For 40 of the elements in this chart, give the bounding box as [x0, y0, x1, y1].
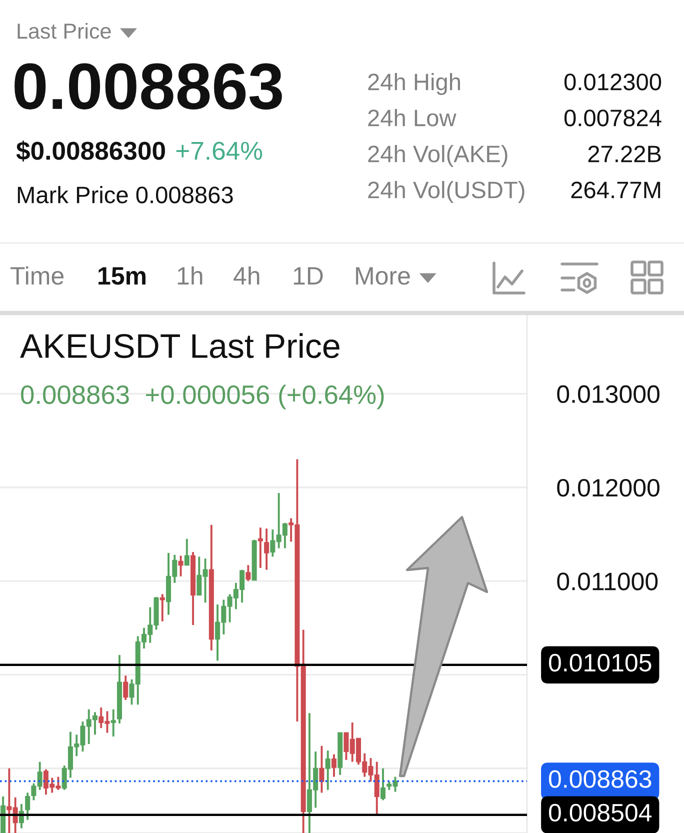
- candlestick: [325, 750, 330, 791]
- ref-line-label: 0.010105: [548, 654, 652, 672]
- candlestick: [178, 554, 184, 578]
- text: 4h: [234, 266, 260, 284]
- text: More: [356, 267, 410, 285]
- text: +7.64%: [176, 142, 262, 160]
- candlestick: [264, 528, 270, 571]
- y-tick-label: 0.012000: [557, 478, 660, 497]
- candlestick: [160, 593, 165, 622]
- text: 27.22B: [588, 146, 661, 162]
- text: 24h Vol(USDT): [368, 180, 524, 203]
- text: $0.00886300: [16, 140, 165, 162]
- y-tick-label: 0.013000: [557, 385, 660, 403]
- candlestick: [25, 792, 30, 821]
- text: 0.012300: [564, 74, 662, 90]
- ref-line-label: 0.008504: [548, 804, 652, 822]
- candlestick: [246, 564, 251, 582]
- text: 24h Low: [368, 108, 456, 126]
- text: 24h High: [368, 72, 460, 96]
- text: 0.007824: [564, 110, 662, 126]
- text: 15m: [98, 267, 146, 285]
- text: 1h: [178, 266, 202, 284]
- candlestick: [380, 767, 386, 802]
- chart-title: AKEUSDT Last Price: [20, 333, 340, 358]
- text: 24h Vol(AKE): [368, 144, 508, 167]
- text: Time: [10, 266, 64, 285]
- text: Last Price: [18, 22, 111, 39]
- text: Mark Price 0.008863: [18, 186, 233, 204]
- text: 264.77M: [571, 182, 660, 198]
- candlestick: [319, 744, 324, 794]
- candlestick: [123, 674, 128, 701]
- text: 0.008863 +0.000056 (+0.64%): [21, 384, 384, 410]
- candlestick: [258, 526, 263, 569]
- candlestick: [110, 708, 116, 738]
- y-tick-label: 0.011000: [557, 572, 658, 590]
- text: 0.008863: [14, 63, 282, 110]
- text: 1D: [294, 267, 323, 284]
- ref-line-label: 0.008863: [548, 770, 652, 788]
- candlestick: [184, 538, 190, 566]
- candlestick: [331, 753, 336, 778]
